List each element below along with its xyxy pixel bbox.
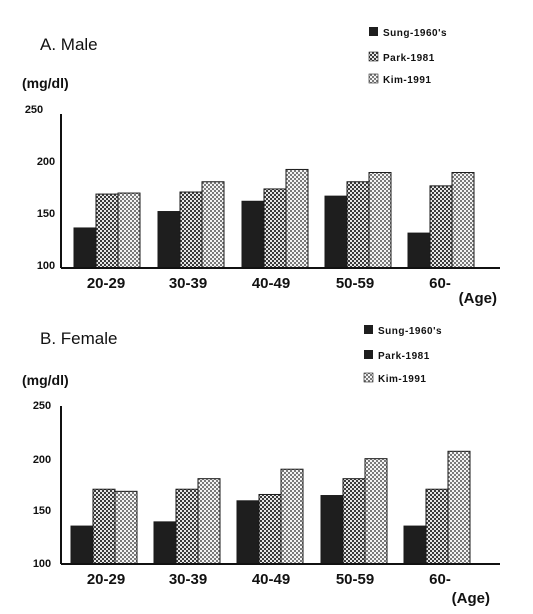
legend-swatch-female-sung xyxy=(364,325,373,334)
bar-female-park-1 xyxy=(92,488,116,565)
x-tick-label-female-20-29: 20-29 xyxy=(87,571,125,588)
bar-female-sung-4 xyxy=(320,495,344,565)
y-tick-label-female-200: 200 xyxy=(33,454,51,466)
legend-label-female-kim: Kim-1991 xyxy=(378,374,426,385)
bar-female-park-5 xyxy=(425,488,449,565)
y-tick-label-female-250: 250 xyxy=(33,400,51,412)
y-tick-label-male-150: 150 xyxy=(37,208,55,220)
bar-female-park-2 xyxy=(175,488,199,565)
bar-male-park-5 xyxy=(429,185,453,269)
bar-male-sung-2 xyxy=(157,211,181,269)
bars-male xyxy=(73,168,475,269)
legend-male: Sung-1960's Park-1981 Kim-1991 xyxy=(368,27,447,86)
legend-label-female-park: Park-1981 xyxy=(378,351,430,362)
bar-female-park-3 xyxy=(258,493,282,565)
y-tick-labels-female: 250 200 150 100 xyxy=(33,400,51,570)
y-tick-label-male-100: 100 xyxy=(37,260,55,272)
bar-female-kim-5 xyxy=(447,450,471,565)
bar-female-sung-2 xyxy=(153,521,177,565)
panel-female: B. Female (mg/dl) 250 200 150 100 20-29 … xyxy=(22,325,500,607)
x-tick-label-male-50-59: 50-59 xyxy=(336,275,374,292)
x-axis-label-female: (Age) xyxy=(452,590,490,607)
legend-swatch-male-sung xyxy=(369,27,378,36)
legend-female: Sung-1960's Park-1981 Kim-1991 xyxy=(363,325,442,385)
x-tick-label-male-60: 60- xyxy=(429,275,451,292)
bars-female xyxy=(70,450,471,565)
y-tick-label-male-200: 200 xyxy=(37,156,55,168)
bar-male-kim-4 xyxy=(368,172,392,269)
y-tick-label-male-250: 250 xyxy=(25,104,43,116)
x-tick-labels-female: 20-29 30-39 40-49 50-59 60- xyxy=(87,571,451,588)
y-tick-label-female-150: 150 xyxy=(33,505,51,517)
legend-swatch-female-park xyxy=(364,350,373,359)
bar-male-kim-3 xyxy=(285,168,309,269)
bar-female-park-4 xyxy=(342,478,366,565)
bar-female-kim-4 xyxy=(364,458,388,565)
bar-male-sung-3 xyxy=(241,200,265,269)
legend-label-male-sung: Sung-1960's xyxy=(383,28,447,39)
x-axis-label-male: (Age) xyxy=(459,290,497,307)
y-axis-unit-male: (mg/dl) xyxy=(22,75,69,91)
legend-swatch-male-kim xyxy=(368,73,379,84)
x-tick-labels-male: 20-29 30-39 40-49 50-59 60- xyxy=(87,275,451,292)
panel-title-male: A. Male xyxy=(40,35,98,54)
bar-female-sung-1 xyxy=(70,525,94,565)
bar-male-sung-5 xyxy=(407,232,431,269)
x-tick-label-female-30-39: 30-39 xyxy=(169,571,207,588)
bar-female-kim-3 xyxy=(280,468,304,565)
bar-male-park-3 xyxy=(263,188,287,269)
bar-male-kim-1 xyxy=(117,192,141,269)
bar-male-sung-4 xyxy=(324,195,348,269)
bar-male-kim-2 xyxy=(201,181,225,269)
bar-male-sung-1 xyxy=(73,227,97,269)
legend-label-male-park: Park-1981 xyxy=(383,53,435,64)
legend-swatch-female-kim xyxy=(363,372,374,383)
panel-male: A. Male (mg/dl) 250 200 150 100 20-29 30… xyxy=(22,27,500,307)
panel-title-female: B. Female xyxy=(40,329,117,348)
x-tick-label-male-30-39: 30-39 xyxy=(169,275,207,292)
bar-female-kim-1 xyxy=(114,490,138,565)
bar-male-park-2 xyxy=(179,191,203,269)
x-tick-label-male-40-49: 40-49 xyxy=(252,275,290,292)
bar-female-sung-5 xyxy=(403,525,427,565)
x-tick-label-female-50-59: 50-59 xyxy=(336,571,374,588)
bar-male-park-1 xyxy=(95,193,119,269)
y-axis-unit-female: (mg/dl) xyxy=(22,372,69,388)
bar-female-kim-2 xyxy=(197,478,221,565)
bar-male-kim-5 xyxy=(451,172,475,269)
legend-swatch-male-park xyxy=(368,51,379,62)
y-tick-labels-male: 250 200 150 100 xyxy=(25,104,55,272)
x-tick-label-female-60: 60- xyxy=(429,571,451,588)
x-tick-label-male-20-29: 20-29 xyxy=(87,275,125,292)
legend-label-male-kim: Kim-1991 xyxy=(383,75,431,86)
legend-label-female-sung: Sung-1960's xyxy=(378,326,442,337)
bar-female-sung-3 xyxy=(236,500,260,565)
x-tick-label-female-40-49: 40-49 xyxy=(252,571,290,588)
bar-male-park-4 xyxy=(346,181,370,269)
y-tick-label-female-100: 100 xyxy=(33,558,51,570)
